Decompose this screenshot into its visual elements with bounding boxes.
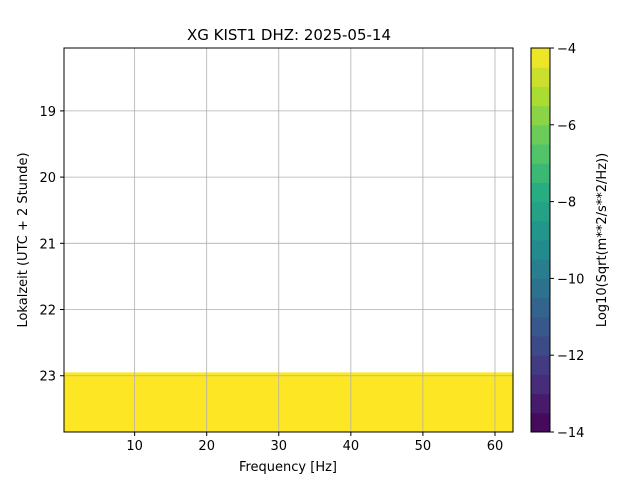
- heatmap-cells: [64, 372, 514, 433]
- chart-title: XG KIST1 DHZ: 2025-05-14: [187, 26, 391, 44]
